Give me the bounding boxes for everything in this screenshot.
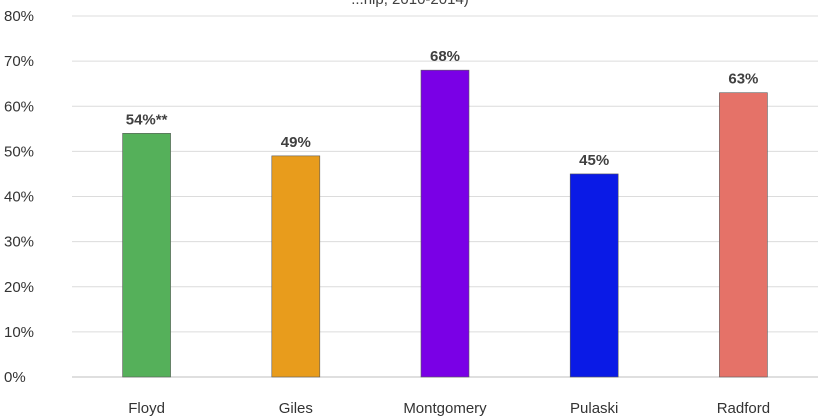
bar bbox=[719, 93, 767, 377]
bar bbox=[123, 133, 171, 377]
data-label: 54%** bbox=[126, 111, 168, 128]
y-tick-label: 70% bbox=[4, 53, 34, 70]
y-tick-label: 0% bbox=[4, 369, 26, 386]
bar bbox=[421, 70, 469, 377]
y-tick-label: 80% bbox=[4, 8, 34, 25]
y-tick-label: 20% bbox=[4, 279, 34, 296]
y-tick-label: 10% bbox=[4, 324, 34, 341]
x-tick-label: Radford bbox=[717, 400, 770, 417]
y-tick-label: 40% bbox=[4, 189, 34, 206]
data-label: 68% bbox=[430, 48, 460, 65]
x-tick-label: Montgomery bbox=[403, 400, 487, 417]
x-tick-label: Pulaski bbox=[570, 400, 618, 417]
y-tick-label: 30% bbox=[4, 234, 34, 251]
bar bbox=[570, 174, 618, 377]
data-label: 63% bbox=[728, 71, 758, 88]
data-label: 45% bbox=[579, 152, 609, 169]
y-tick-label: 60% bbox=[4, 98, 34, 115]
y-tick-label: 50% bbox=[4, 143, 34, 160]
x-tick-label: Floyd bbox=[128, 400, 165, 417]
x-tick-label: Giles bbox=[279, 400, 313, 417]
data-label: 49% bbox=[281, 134, 311, 151]
bar bbox=[272, 156, 320, 377]
